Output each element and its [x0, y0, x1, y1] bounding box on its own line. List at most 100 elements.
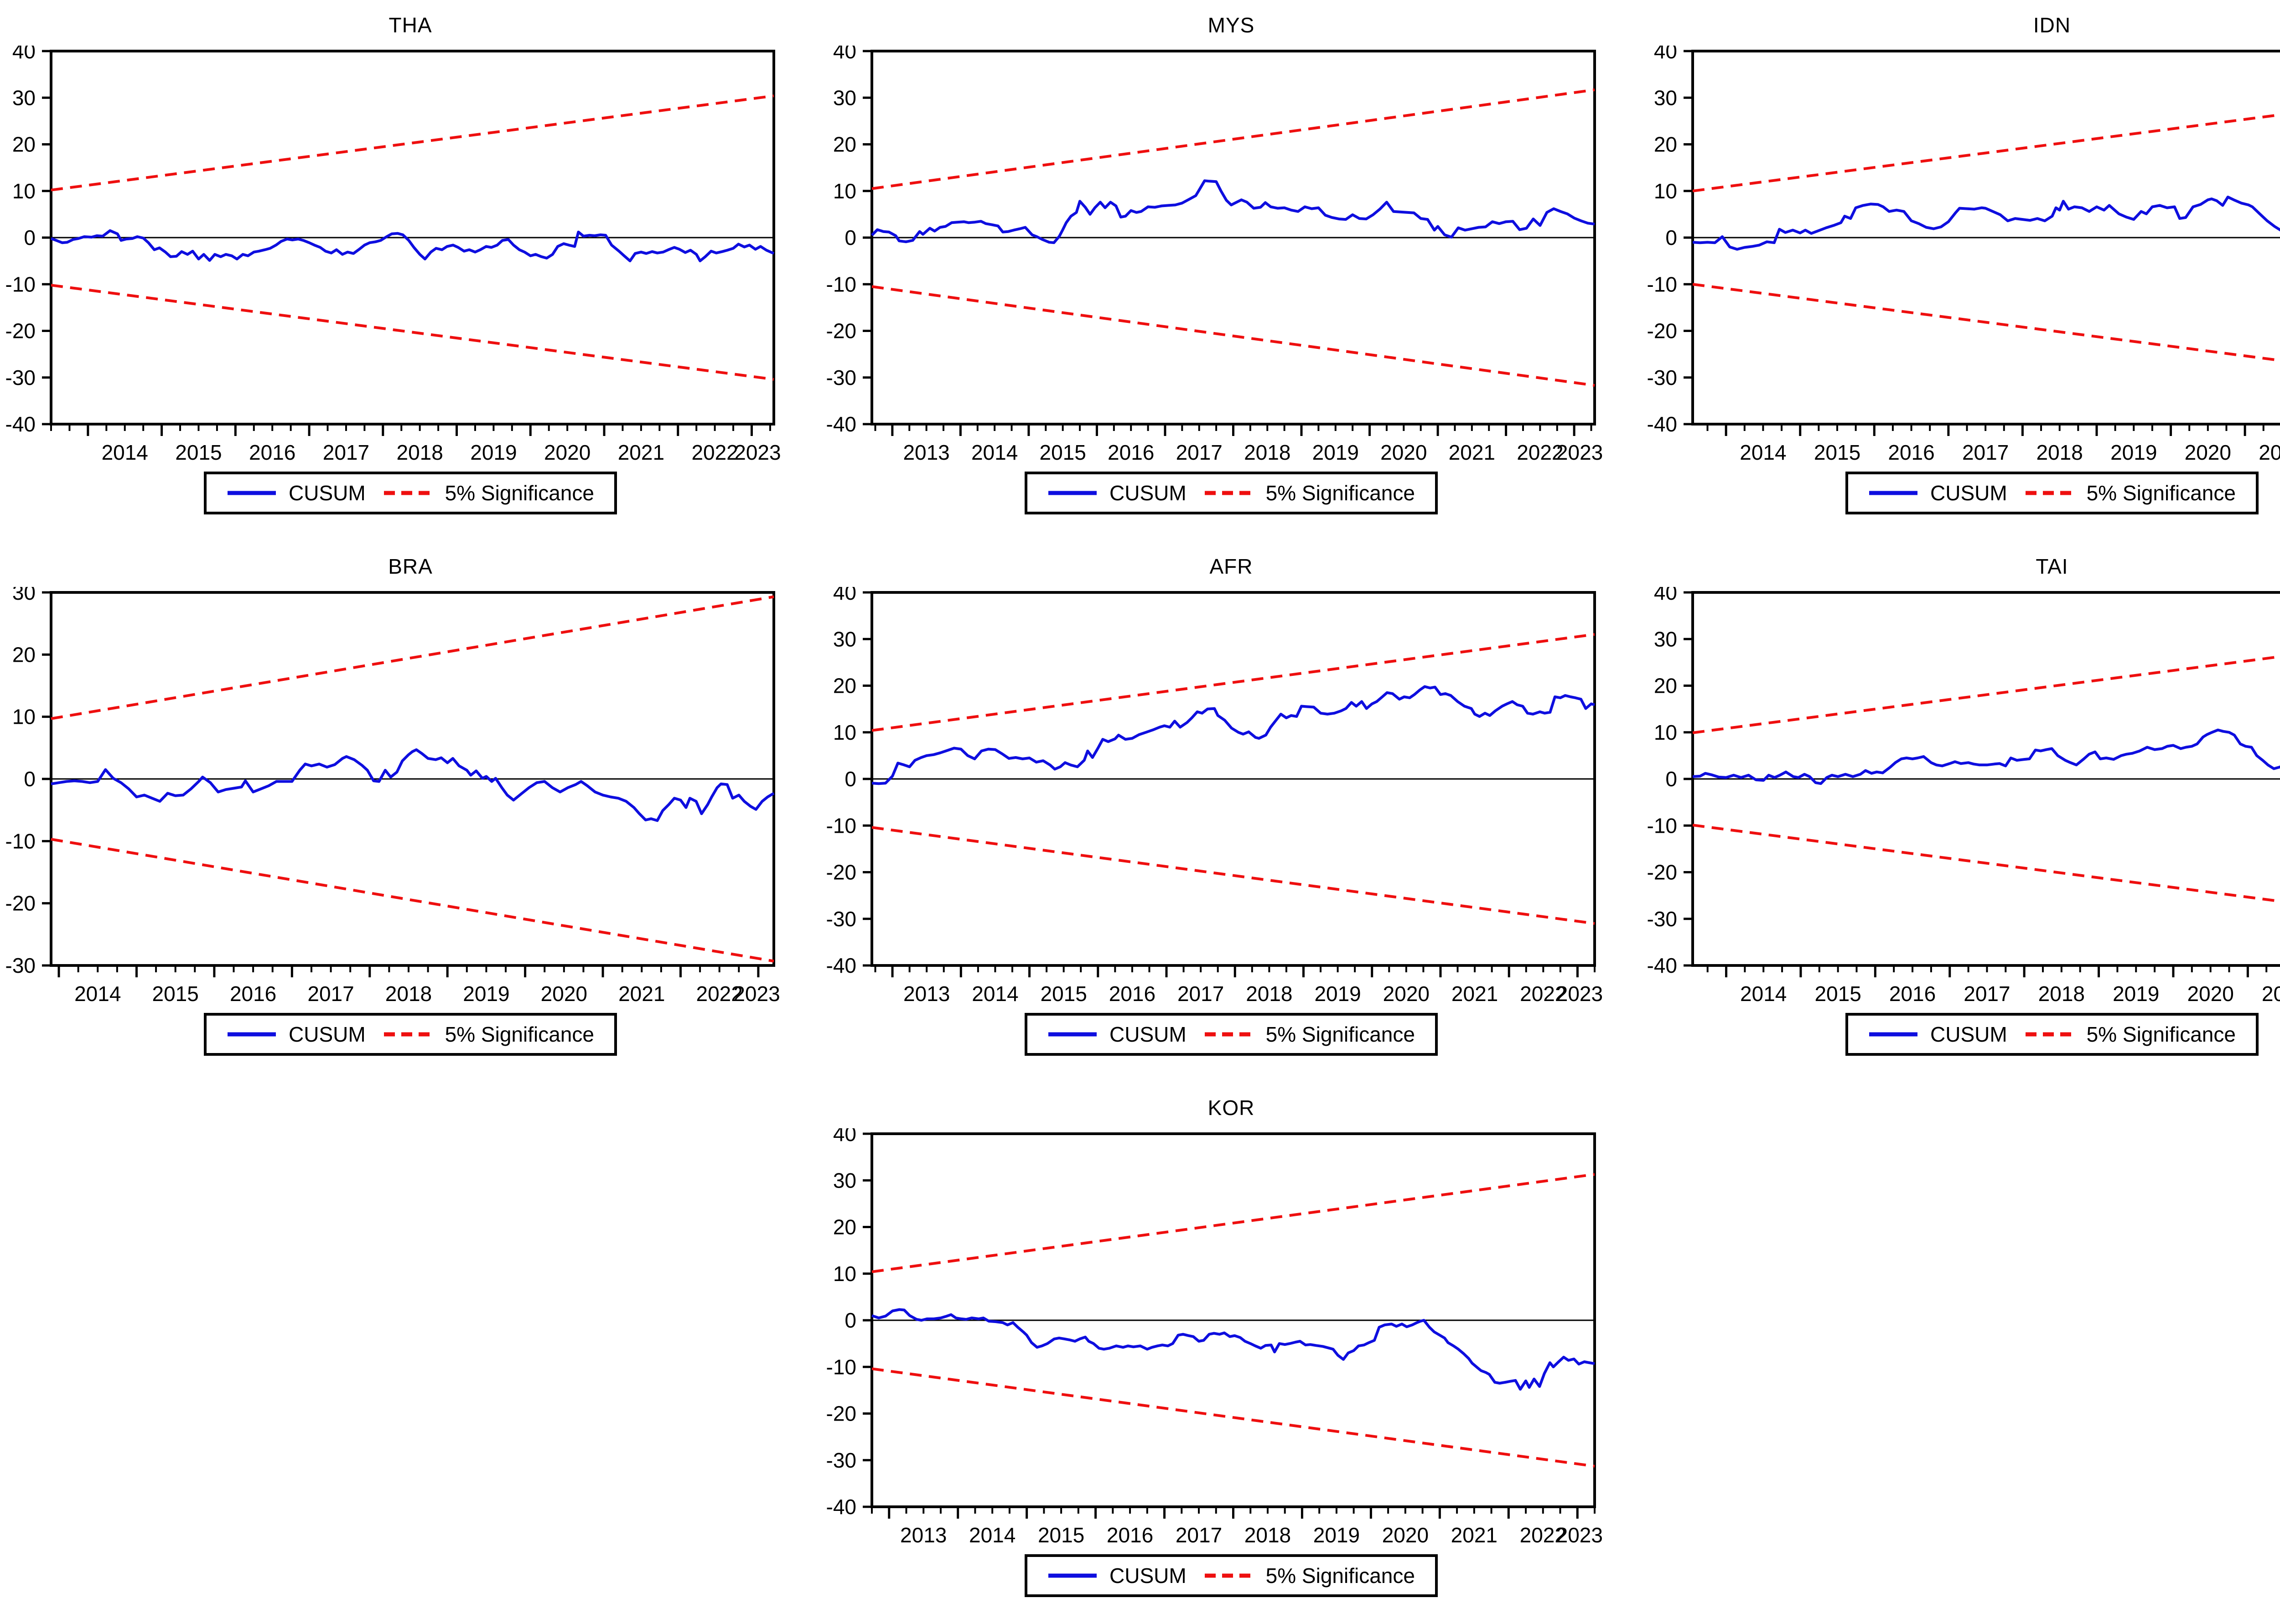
significance-bound-line: [51, 94, 774, 192]
x-tick-label: 2022: [1517, 441, 1563, 462]
cusum-line-sample-icon: [1869, 491, 1917, 495]
cusum-line: [1692, 728, 2280, 785]
legend-box: CUSUM 5% Significance: [204, 472, 617, 514]
chart-panel-tha: THA -40 -30 -20 -10 0 10 20 30 40 2014 2015 2016 2017…: [0, 0, 821, 541]
x-tick-label: 2020: [541, 982, 587, 1003]
significance-bound-line: [871, 1173, 1595, 1273]
x-tick-label: 2017: [307, 982, 354, 1003]
cusum-line-sample-icon: [1869, 1032, 1917, 1037]
y-tick-label: 40: [12, 46, 36, 63]
x-tick-label: 2014: [74, 982, 121, 1003]
cusum-line: [51, 748, 775, 822]
y-tick-label: -20: [5, 892, 36, 915]
x-tick-label: 2014: [969, 1523, 1016, 1544]
y-tick-label: 20: [833, 1215, 856, 1239]
y-tick-label: 0: [1665, 767, 1677, 791]
legend-label-cusum: CUSUM: [1930, 481, 2007, 505]
x-tick-label: 2019: [2113, 982, 2159, 1003]
y-tick-label: 20: [1654, 674, 1677, 698]
y-tick-label: -40: [826, 412, 856, 436]
x-tick-label: 2016: [1889, 982, 1936, 1003]
legend-label-significance: 5% Significance: [2086, 1022, 2236, 1046]
legend-entry-significance: 5% Significance: [1204, 1563, 1415, 1588]
x-tick-label: 2021: [618, 441, 664, 462]
significance-bound-line: [1692, 824, 2280, 903]
y-tick-label: 40: [1654, 587, 1677, 604]
significance-line-sample-icon: [383, 491, 432, 495]
y-tick-label: 10: [12, 705, 36, 729]
significance-bound-line: [871, 285, 1595, 387]
chart-title: IDN: [2033, 13, 2071, 37]
y-tick-label: -30: [826, 907, 856, 931]
chart-title: KOR: [1207, 1096, 1255, 1120]
chart-title: BRA: [388, 555, 433, 578]
cusum-line-sample-icon: [1048, 1032, 1097, 1037]
x-tick-label: 2018: [2036, 441, 2083, 462]
x-tick-label: 2019: [1312, 441, 1359, 462]
x-tick-label: 2023: [733, 982, 780, 1003]
x-tick-label: 2018: [2038, 982, 2085, 1003]
x-tick-label: 2014: [1740, 441, 1786, 462]
x-tick-label: 2021: [618, 982, 665, 1003]
cusum-line: [50, 229, 775, 263]
x-tick-label: 2015: [1038, 1523, 1084, 1544]
legend-label-significance: 5% Significance: [445, 1022, 594, 1046]
legend-box: CUSUM 5% Significance: [1025, 1554, 1438, 1597]
legend-entry-significance: 5% Significance: [1204, 481, 1415, 505]
legend-label-cusum: CUSUM: [289, 481, 366, 505]
x-tick-label: 2017: [1176, 1523, 1222, 1544]
significance-line-sample-icon: [1204, 491, 1253, 495]
y-tick-label: 10: [12, 179, 36, 203]
y-tick-label: 40: [833, 46, 856, 63]
x-tick-label: 2020: [1382, 1523, 1429, 1544]
x-tick-label: 2019: [1314, 982, 1361, 1003]
legend-entry-cusum: CUSUM: [1868, 481, 2007, 505]
plot-area-tai: -40 -30 -20 -10 0 10 20 30 40 2014 2015 2016 2017 201…: [1647, 587, 2280, 1003]
x-tick-label: 2016: [249, 441, 295, 462]
y-tick-label: -20: [1647, 319, 1677, 343]
x-tick-label: 2016: [230, 982, 276, 1003]
significance-bound-line: [871, 88, 1595, 190]
y-tick-label: -40: [826, 1495, 856, 1519]
significance-line-sample-icon: [383, 1032, 432, 1037]
y-tick-label: -40: [1647, 412, 1677, 436]
legend-label-significance: 5% Significance: [1265, 1564, 1415, 1588]
x-tick-label: 2022: [1520, 982, 1566, 1003]
legend-label-significance: 5% Significance: [1265, 481, 1415, 505]
x-tick-label: 2019: [470, 441, 517, 462]
y-tick-label: 30: [833, 86, 856, 109]
chart-panel-mys: MYS -40 -30 -20 -10 0 10 20 30 40 2013 2014 2015 2016…: [821, 0, 1642, 541]
y-tick-label: -20: [826, 861, 856, 884]
legend-label-cusum: CUSUM: [1109, 1022, 1187, 1046]
chart-title: TAI: [2036, 555, 2068, 578]
chart-panel-afr: AFR -40 -30 -20 -10 0 10 20 30 40 2013 2014 2015 2016…: [821, 541, 1642, 1083]
x-tick-label: 2013: [900, 1523, 947, 1544]
y-tick-label: -10: [826, 1355, 856, 1379]
cusum-line: [871, 685, 1595, 785]
x-tick-label: 2017: [1964, 982, 2010, 1003]
x-tick-label: 2016: [1108, 441, 1154, 462]
significance-bound-line: [51, 284, 774, 381]
x-tick-label: 2016: [1888, 441, 1934, 462]
y-tick-label: 20: [833, 674, 856, 698]
chart-title: THA: [389, 13, 432, 37]
legend-box: CUSUM 5% Significance: [1845, 1013, 2259, 1056]
x-tick-label: 2014: [102, 441, 148, 462]
x-tick-label: 2020: [2187, 982, 2233, 1003]
y-tick-label: -30: [1647, 366, 1677, 389]
y-tick-label: 0: [24, 226, 36, 249]
y-tick-label: 0: [845, 226, 856, 249]
significance-bound-line: [1692, 655, 2280, 734]
y-tick-label: 0: [24, 767, 36, 791]
significance-bound-line: [51, 595, 774, 720]
y-tick-label: -40: [826, 954, 856, 977]
x-tick-label: 2018: [1244, 1523, 1291, 1544]
x-tick-label: 2015: [1814, 441, 1860, 462]
x-tick-label: 2018: [1246, 982, 1292, 1003]
y-tick-label: 0: [845, 767, 856, 791]
x-tick-label: 2020: [2185, 441, 2231, 462]
legend-entry-significance: 5% Significance: [383, 1022, 594, 1047]
y-tick-label: 30: [12, 86, 36, 109]
